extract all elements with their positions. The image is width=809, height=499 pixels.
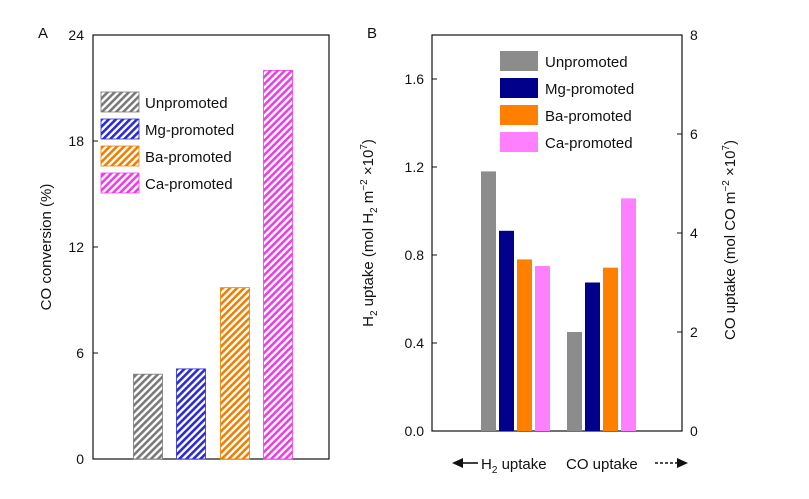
legend-swatch-unpromoted [500,51,538,71]
bar-mg-promoted-co-uptake [585,282,600,431]
panel-b-right-y-tick-label: 0 [690,423,698,439]
group-label-co-uptake: CO uptake [566,456,638,473]
panel-b-left-y-axis-label: H2 uptake (mol H2 m−2 ×107) [359,139,380,327]
legend-label-unpromoted: Unpromoted [145,95,228,112]
legend-swatch-ca-promoted [500,132,538,152]
panel-a-y-tick-label: 6 [76,345,84,361]
panel-a-legend: Unpromoted Mg-promoted Ba-promoted Ca-promo… [100,91,234,194]
panel-b-left-y-tick-label: 1.2 [405,159,425,175]
panel-b-right-y-axis-label: CO uptake (mol CO m−2 ×107) [721,140,739,340]
legend-swatch-ba-promoted [100,145,140,167]
panel-b-right-y-tick-label: 6 [690,126,698,142]
legend-label-mg-promoted: Mg-promoted [145,122,234,139]
panel-a-y-axis-label: CO conversion (%) [38,184,55,311]
panel-b-label: B [367,25,377,42]
panel-a-y-tick-label: 24 [68,27,84,43]
panel-a-y-tick-label: 18 [68,133,84,149]
panel-b-left-y-ticks: 0.0 0.4 0.8 1.2 1.6 [405,71,437,439]
legend-swatch-ba-promoted [500,105,538,125]
bar-ca-promoted-co-uptake [621,198,636,431]
left-arrowhead-icon [452,458,463,468]
panel-a-y-tick-label: 12 [68,239,84,255]
bar-ca-promoted [263,69,293,460]
bar-mg-promoted [176,368,206,460]
panel-b-left-y-tick-label: 0.0 [405,423,425,439]
bar-unpromoted-h2-uptake [481,171,496,431]
panel-b-left-y-tick-label: 0.4 [405,335,425,351]
panel-a-y-ticks: 0 6 12 18 24 [68,27,98,467]
panel-b-right-y-tick-label: 2 [690,324,698,340]
bar-mg-promoted-h2-uptake [499,230,514,431]
right-arrowhead-icon [677,458,688,468]
legend-swatch-mg-promoted [100,118,140,140]
legend-label-ba-promoted: Ba-promoted [145,149,232,166]
bar-ba-promoted-co-uptake [603,267,618,431]
panel-a-y-tick-label: 0 [76,451,84,467]
legend-label-ba-promoted: Ba-promoted [545,108,632,125]
legend-label-ca-promoted: Ca-promoted [145,176,233,193]
group-label-h2-uptake: H2 uptake [481,456,547,476]
panel-a-bars [133,69,293,460]
panel-a: A 0 6 12 18 24 CO conversion (%) Unpromoted M… [38,25,330,467]
legend-label-ca-promoted: Ca-promoted [545,135,633,152]
legend-label-mg-promoted: Mg-promoted [545,81,634,98]
legend-swatch-ca-promoted [100,172,140,194]
panel-b-bars [481,171,636,431]
bar-unpromoted [133,373,163,460]
panel-b-group-labels: H2 uptake CO uptake [452,456,688,476]
panel-b-right-y-tick-label: 4 [690,225,698,241]
legend-swatch-mg-promoted [500,78,538,98]
panel-b-left-y-tick-label: 0.8 [405,247,425,263]
legend-swatch-unpromoted [100,91,140,113]
bar-ba-promoted-h2-uptake [517,259,532,431]
panel-b-right-y-tick-label: 8 [690,27,698,43]
bar-ca-promoted-h2-uptake [535,266,550,431]
panel-b-left-y-tick-label: 1.6 [405,71,425,87]
bar-ba-promoted [220,287,250,460]
panel-a-label: A [38,25,48,42]
panel-b-legend: Unpromoted Mg-promoted Ba-promoted Ca-promo… [500,51,634,152]
legend-label-unpromoted: Unpromoted [545,54,628,71]
bar-unpromoted-co-uptake [567,332,582,431]
panel-b-right-y-ticks: 0 2 4 6 8 [677,27,698,439]
panel-b: B 0.0 0.4 0.8 1.2 1.6 0 2 4 6 8 H2 uptake (mol H… [359,25,739,476]
